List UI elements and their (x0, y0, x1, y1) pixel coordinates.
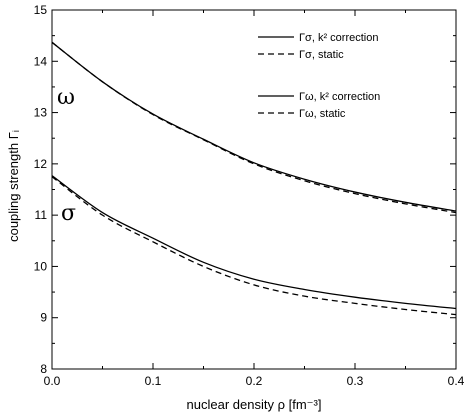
series-omega-static (51, 41, 457, 214)
x-tick-label: 0.1 (145, 374, 162, 388)
legend-omega-k2-label: Γω, k² correction (299, 91, 380, 103)
y-tick-label: 8 (40, 362, 47, 376)
y-tick-label: 10 (34, 259, 48, 273)
y-axis-label: coupling strength Γᵢ (6, 130, 21, 242)
series-sigma-k2-correction (51, 175, 457, 310)
plot-frame (51, 9, 457, 370)
y-tick-label: 11 (35, 208, 48, 222)
omega-annotation: ω (57, 85, 75, 110)
ticks-layer: 0.0 0.1 0.2 0.3 0.4 8 9 10 11 12 13 14 15 (34, 3, 465, 388)
x-tick-label: 0.2 (246, 374, 263, 388)
x-tick-label: 0.0 (44, 374, 61, 388)
y-tick-label: 15 (34, 3, 48, 17)
x-axis-label: nuclear density ρ [fm⁻³] (187, 397, 322, 412)
y-tick-label: 12 (34, 157, 48, 171)
y-tick-label: 9 (40, 311, 47, 325)
x-tick-label: 0.3 (347, 374, 364, 388)
legend-omega-static-label: Γω, static (299, 108, 346, 120)
legend-sigma-k2-label: Γσ, k² correction (299, 32, 378, 44)
sigma-annotation: σ (61, 201, 76, 226)
legend-sigma-static-label: Γσ, static (299, 49, 344, 61)
x-tick-label: 0.4 (448, 374, 465, 388)
legend: Γσ, k² correction Γσ, static Γω, k² corr… (258, 32, 380, 120)
series-omega-k2-correction (51, 41, 457, 212)
series-sigma-static (51, 176, 457, 316)
series-layer (51, 41, 457, 316)
y-tick-label: 14 (34, 54, 48, 68)
y-tick-label: 13 (34, 106, 48, 120)
